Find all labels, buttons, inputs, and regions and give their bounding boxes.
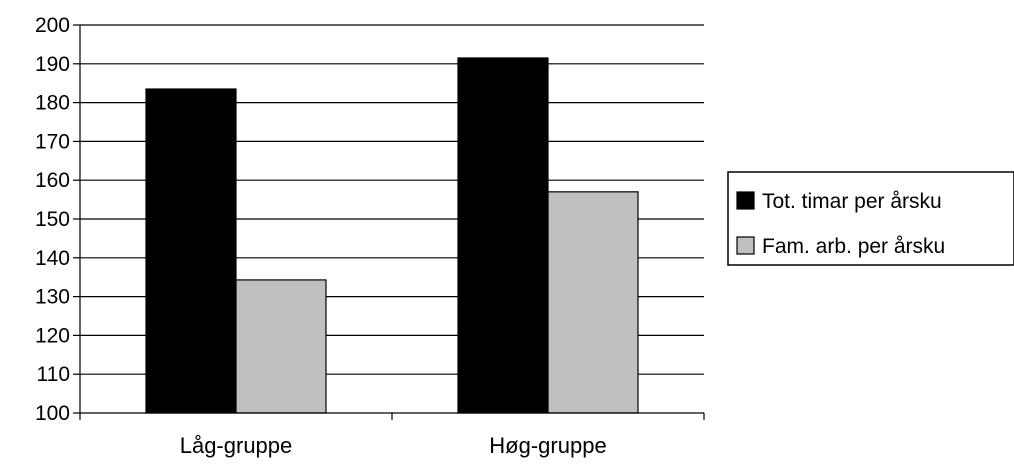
x-category-label: Høg-gruppe bbox=[489, 433, 606, 458]
x-axis: Låg-gruppe Høg-gruppe bbox=[79, 412, 705, 458]
y-tick-label: 160 bbox=[35, 169, 70, 192]
y-tick-label: 200 bbox=[35, 14, 70, 37]
bar-fam-arb-lag bbox=[235, 279, 327, 414]
legend: Tot. timar per årsku Fam. arb. per årsku bbox=[727, 171, 1014, 266]
y-tick-label: 120 bbox=[35, 324, 70, 347]
legend-label: Tot. timar per årsku bbox=[762, 190, 942, 213]
legend-swatch bbox=[736, 191, 755, 210]
legend-box bbox=[727, 171, 1014, 266]
y-tick-label: 130 bbox=[35, 286, 70, 309]
y-tick-label: 140 bbox=[35, 247, 70, 270]
y-tick-label: 190 bbox=[35, 53, 70, 76]
y-axis: 100 110 120 130 140 150 160 170 180 190 200 bbox=[35, 14, 81, 425]
bar-tot-timar-hog bbox=[457, 57, 549, 414]
legend-label: Fam. arb. per årsku bbox=[762, 235, 945, 258]
bars bbox=[145, 57, 639, 414]
bar-tot-timar-lag bbox=[145, 88, 237, 414]
x-category-label: Låg-gruppe bbox=[180, 433, 293, 458]
legend-swatch bbox=[736, 236, 755, 255]
y-tick-label: 150 bbox=[35, 208, 70, 231]
y-tick-label: 180 bbox=[35, 92, 70, 115]
y-tick-label: 110 bbox=[37, 363, 70, 386]
bar-fam-arb-hog bbox=[547, 191, 639, 414]
y-tick-label: 100 bbox=[35, 402, 70, 425]
y-tick-label: 170 bbox=[35, 130, 70, 153]
